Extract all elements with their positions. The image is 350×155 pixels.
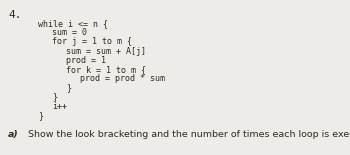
Text: }: } [38,111,43,120]
Text: 4.: 4. [8,10,21,20]
Text: }: } [52,93,57,102]
Text: while i <= n {: while i <= n { [38,19,108,28]
Text: for k = 1 to m {: for k = 1 to m { [66,65,146,74]
Text: sum = sum + A[j]: sum = sum + A[j] [66,47,146,56]
Text: sum = 0: sum = 0 [52,28,87,37]
Text: Show the look bracketing and the number of times each loop is executed.: Show the look bracketing and the number … [28,130,350,139]
Text: a): a) [8,130,19,139]
Text: for j = 1 to m {: for j = 1 to m { [52,37,132,46]
Text: i++: i++ [52,102,67,111]
Text: prod = prod * sum: prod = prod * sum [80,74,165,83]
Text: }: } [66,83,71,92]
Text: prod = 1: prod = 1 [66,56,106,65]
